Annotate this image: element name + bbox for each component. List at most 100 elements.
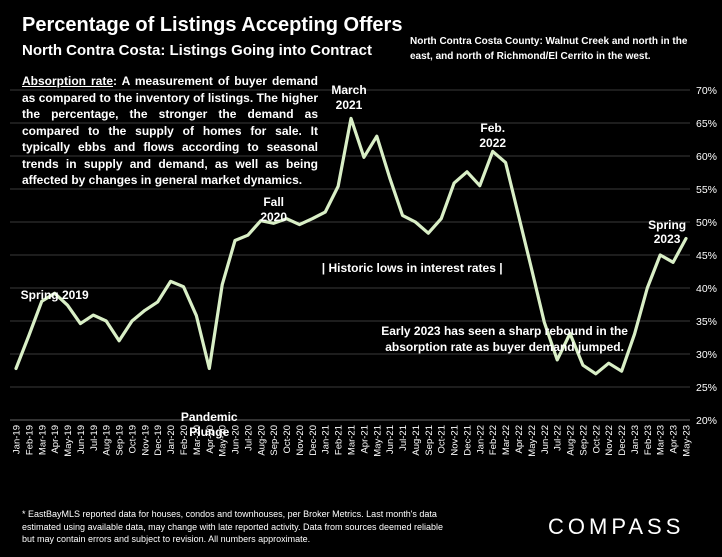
y-tick-label: 45% [696,250,717,262]
data-point [478,184,482,187]
y-tick-label: 65% [696,118,717,130]
chart-title: Percentage of Listings Accepting Offers [22,14,403,36]
x-tick-label: Mar-22 [501,425,512,455]
x-tick-label: May-21 [372,425,383,457]
x-tick-label: Mar-21 [347,425,358,455]
data-point [220,283,224,286]
data-point [594,372,598,375]
x-tick-label: Feb-19 [24,425,35,455]
x-tick-label: Jun-19 [76,425,87,454]
footnote: * EastBayMLS reported data for houses, c… [22,509,444,544]
definition-term: Absorption rate [22,74,114,88]
compass-logo: COMPASS [548,514,685,539]
data-point [568,332,572,335]
x-tick-label: Jul-22 [553,425,564,451]
data-point [362,156,366,159]
y-tick-label: 50% [696,217,717,229]
x-tick-label: Dec-22 [617,425,628,456]
absorption-definition: Absorption rate: A measurement of buyer … [22,73,318,189]
annotation-label: Pandemic Plunge [181,410,238,439]
data-point [336,185,340,188]
x-tick-label: Aug-20 [256,425,267,456]
x-tick-label: Feb-23 [643,425,654,455]
x-tick-label: Jul-21 [398,425,409,451]
data-point [40,300,43,303]
x-tick-label: Feb-21 [334,425,345,455]
region-note: North Contra Costa County: Walnut Creek … [410,36,688,62]
data-point [517,214,520,217]
data-point [581,364,585,367]
x-tick-label: Dec-19 [153,425,164,456]
y-tick-label: 55% [696,184,717,196]
annotation-label: Spring 2023 [648,218,686,246]
y-tick-label: 70% [696,85,717,97]
x-tick-label: Oct-21 [437,425,448,454]
annotation-label: Feb. 2022 [479,121,506,150]
data-point [53,292,56,295]
data-point [633,333,636,336]
data-point [388,176,391,179]
x-tick-label: Apr-21 [359,425,370,454]
x-tick-label: Oct-20 [282,425,293,454]
x-tick-label: Nov-21 [450,425,461,456]
data-point [143,309,147,312]
annotations: Spring 2019 Pandemic Plunge Fall 2020 March 20… [21,83,686,439]
data-point [646,286,649,290]
data-point [272,222,275,225]
x-tick-label: Nov-20 [295,425,306,456]
data-point [504,161,507,164]
x-tick-label: Jul-20 [243,425,254,451]
data-point [349,117,353,120]
data-point [104,319,108,323]
x-tick-label: May-19 [63,425,74,457]
x-tick-label: May-22 [527,425,538,457]
x-tick-label: Sep-21 [424,425,435,456]
x-tick-label: Dec-20 [308,425,319,456]
data-point [14,367,18,370]
x-tick-label: Sep-19 [115,425,126,456]
annotation-label: March 2021 [331,83,366,112]
data-point [92,313,95,317]
x-tick-label: Aug-19 [102,425,113,456]
x-axis-ticks: Jan-19 Feb-19 Mar-19 Apr-19 May-19 Jun-19 Jul-… [12,425,693,457]
data-point [27,334,31,337]
y-tick-label: 40% [696,283,717,295]
y-tick-label: 20% [696,415,717,427]
data-point [285,217,288,220]
data-point [130,319,134,323]
data-point [324,210,327,214]
data-point [530,267,533,270]
x-tick-label: Aug-21 [411,425,422,456]
x-tick-label: Jan-23 [630,425,641,454]
y-tick-label: 25% [696,382,717,394]
x-tick-label: Jul-19 [89,425,100,451]
x-tick-label: Mar-20 [192,425,203,455]
x-tick-label: Jun-22 [540,425,551,454]
data-point [233,239,237,242]
x-tick-label: Jan-21 [321,425,332,454]
x-tick-label: Apr-23 [669,425,680,454]
y-axis-ticks: 20% 25% 30% 35% 40% 45% 50% 55% 60% 65% 70% [696,85,717,427]
x-tick-label: May-23 [682,425,693,457]
data-point [620,369,623,373]
data-point [452,181,456,185]
x-tick-label: Dec-21 [462,425,473,456]
x-tick-label: Mar-19 [37,425,48,455]
data-point [465,170,469,174]
data-point [439,217,443,220]
data-point [259,219,263,222]
data-point [671,261,675,264]
x-tick-label: Jan-22 [475,425,486,454]
x-tick-label: Apr-20 [205,425,216,454]
data-point [543,321,546,324]
data-point [375,135,378,138]
x-tick-label: Apr-22 [514,425,525,454]
x-tick-label: Feb-20 [179,425,190,455]
x-tick-label: Jun-21 [385,425,396,454]
data-point [607,362,610,365]
series-group [14,116,688,376]
data-point [427,232,430,235]
data-point [414,220,417,224]
data-point [491,150,494,153]
data-point [659,253,662,257]
